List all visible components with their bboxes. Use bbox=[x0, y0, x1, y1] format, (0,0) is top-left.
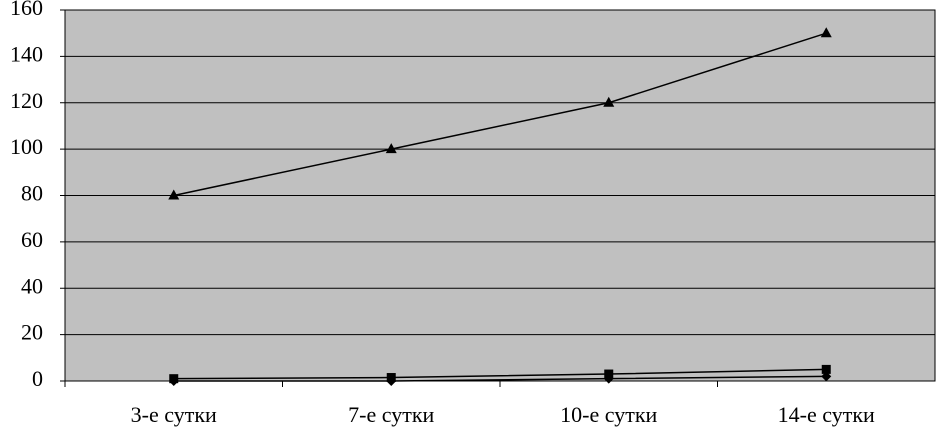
x-tick-label: 3-е сутки bbox=[131, 402, 217, 427]
y-tick-label: 80 bbox=[21, 181, 43, 206]
marker bbox=[168, 189, 180, 200]
marker bbox=[820, 27, 832, 38]
y-tick-label: 160 bbox=[10, 0, 43, 20]
x-tick-label: 10-е сутки bbox=[560, 402, 657, 427]
marker bbox=[821, 371, 832, 382]
marker bbox=[821, 364, 831, 374]
marker bbox=[603, 373, 614, 384]
y-tick-label: 0 bbox=[32, 366, 43, 391]
marker bbox=[603, 96, 615, 107]
x-tick-label: 14-е сутки bbox=[778, 402, 875, 427]
y-tick-label: 40 bbox=[21, 273, 43, 298]
marker bbox=[386, 376, 397, 386]
series-line bbox=[173, 32, 827, 197]
y-tick-label: 120 bbox=[10, 88, 43, 113]
x-tick-label: 7-е сутки bbox=[348, 402, 434, 427]
series-line bbox=[173, 368, 827, 380]
y-tick-label: 140 bbox=[10, 41, 43, 66]
y-tick-label: 20 bbox=[21, 320, 43, 345]
marker bbox=[168, 376, 179, 386]
marker bbox=[385, 143, 397, 154]
y-tick-label: 60 bbox=[21, 227, 43, 252]
y-tick-label: 100 bbox=[10, 134, 43, 159]
series-line bbox=[173, 375, 827, 382]
